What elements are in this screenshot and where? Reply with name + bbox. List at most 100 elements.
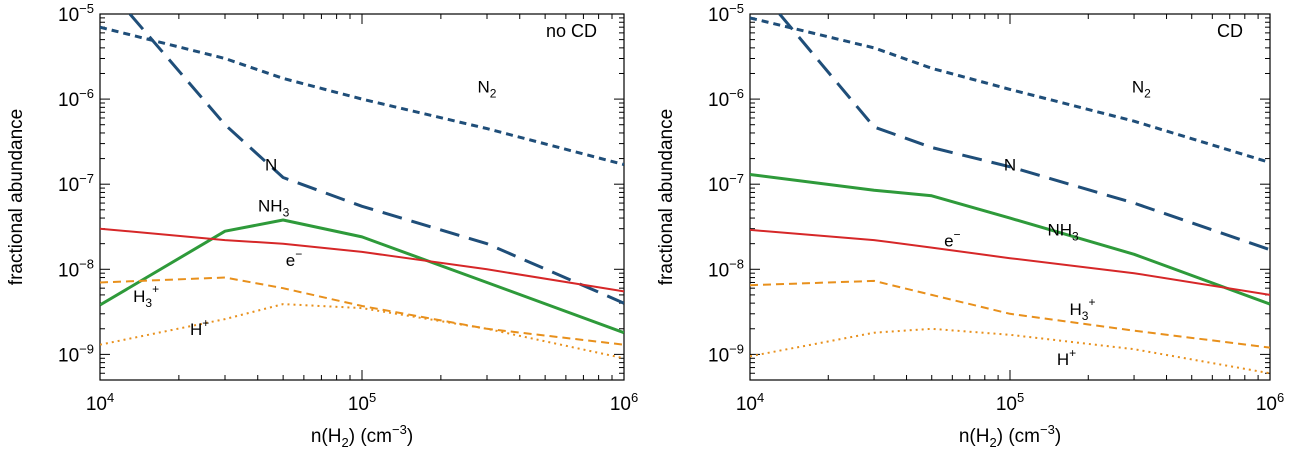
label-base: N — [1004, 155, 1016, 174]
xlabel-part: n(H — [311, 426, 342, 447]
label-sup: − — [295, 247, 302, 261]
axis-ticks — [749, 13, 1271, 381]
series-label-Hp: H+ — [190, 316, 209, 339]
series-line-N2 — [750, 16, 1270, 164]
y-tick-label: 10−6 — [708, 86, 744, 111]
plot-frame — [749, 13, 1271, 381]
series-line-H3p — [750, 279, 1270, 349]
label-base: H — [133, 287, 145, 306]
series-line-N — [778, 14, 1270, 252]
tick-base: 10 — [996, 394, 1017, 415]
x-axis-label: n(H2) (cm−3) — [311, 422, 413, 450]
x-tick-label: 105 — [996, 390, 1024, 415]
tick-base: 10 — [708, 260, 729, 281]
y-tick-label: 10−8 — [58, 256, 94, 281]
tick-base: 10 — [736, 394, 757, 415]
y-tick-label: 10−7 — [708, 171, 744, 196]
tick-exponent: −8 — [79, 256, 94, 271]
series-label-N2: N2 — [1132, 77, 1151, 100]
series-group — [100, 14, 624, 360]
series-label-N: N — [1004, 155, 1016, 174]
tick-exponent: 6 — [631, 390, 638, 405]
label-sup: + — [1069, 346, 1076, 360]
series-label-H3p: H3+ — [133, 282, 159, 310]
xlabel-sup: −3 — [392, 422, 407, 437]
tick-exponent: −9 — [729, 341, 744, 356]
tick-base: 10 — [58, 90, 79, 111]
label-sup: + — [202, 316, 209, 330]
series-label-Hp: H+ — [1057, 346, 1076, 369]
label-base: N — [1132, 77, 1144, 96]
label-sub: 3 — [1082, 309, 1089, 323]
series-line-Hp — [750, 327, 1270, 375]
xlabel-sup: −3 — [1040, 422, 1055, 437]
xlabel-part: n(H — [959, 426, 990, 447]
tick-exponent: −5 — [79, 1, 94, 16]
series-line-H3p — [100, 276, 624, 346]
tick-base: 10 — [58, 175, 79, 196]
series-label-e: e− — [944, 228, 960, 251]
x-tick-label: 106 — [610, 390, 638, 415]
label-sub: 3 — [145, 296, 152, 310]
xlabel-part: ) — [407, 426, 413, 447]
tick-base: 10 — [86, 394, 107, 415]
x-tick-label: 106 — [1256, 390, 1284, 415]
plot-frame — [99, 13, 625, 381]
xlabel-part: ) (cm — [997, 426, 1040, 447]
series-label-NH3: NH3 — [258, 196, 290, 219]
x-tick-label: 104 — [736, 390, 764, 415]
xlabel-part: ) (cm — [349, 426, 392, 447]
tick-base: 10 — [1256, 394, 1277, 415]
tick-base: 10 — [348, 394, 369, 415]
y-tick-label: 10−5 — [58, 1, 94, 26]
tick-base: 10 — [58, 260, 79, 281]
tick-base: 10 — [58, 5, 79, 26]
series-line-NH3 — [100, 218, 624, 335]
label-sup: + — [1088, 295, 1095, 309]
label-base: NH — [258, 196, 283, 215]
y-tick-label: 10−6 — [58, 86, 94, 111]
panel-label: CD — [1217, 21, 1243, 41]
tick-base: 10 — [708, 175, 729, 196]
y-tick-label: 10−9 — [708, 341, 744, 366]
tick-exponent: −6 — [729, 86, 744, 101]
series-label-H3p: H3+ — [1069, 295, 1095, 323]
xlabel-part: ) — [1055, 426, 1061, 447]
tick-exponent: −6 — [79, 86, 94, 101]
series-line-Hp — [100, 303, 624, 360]
tick-base: 10 — [708, 345, 729, 366]
tick-base: 10 — [610, 394, 631, 415]
series-label-N: N — [265, 155, 277, 174]
tick-base: 10 — [708, 5, 729, 26]
x-tick-label: 104 — [86, 390, 114, 415]
series-label-NH3: NH3 — [1047, 220, 1079, 243]
label-sub: 2 — [490, 86, 497, 100]
label-base: e — [944, 232, 953, 251]
label-base: NH — [1047, 220, 1072, 239]
label-sub: 3 — [1072, 229, 1079, 243]
x-tick-label: 105 — [348, 390, 376, 415]
tick-exponent: 6 — [1277, 390, 1284, 405]
series-group — [750, 14, 1270, 375]
series-line-NH3 — [750, 173, 1270, 306]
label-base: H — [190, 320, 202, 339]
label-sub: 2 — [1144, 86, 1151, 100]
label-base: N — [265, 155, 277, 174]
y-tick-label: 10−9 — [58, 341, 94, 366]
label-base: H — [1069, 300, 1081, 319]
label-base: e — [286, 251, 295, 270]
label-sup: − — [954, 228, 961, 242]
tick-exponent: 5 — [369, 390, 376, 405]
series-line-e — [100, 227, 624, 293]
x-axis-label: n(H2) (cm−3) — [959, 422, 1061, 450]
label-base: N — [478, 77, 490, 96]
tick-exponent: −9 — [79, 341, 94, 356]
tick-exponent: 4 — [107, 390, 114, 405]
tick-base: 10 — [708, 90, 729, 111]
tick-exponent: −7 — [79, 171, 94, 186]
series-line-e — [750, 228, 1270, 296]
y-axis-label: fractional abundance — [656, 109, 677, 285]
